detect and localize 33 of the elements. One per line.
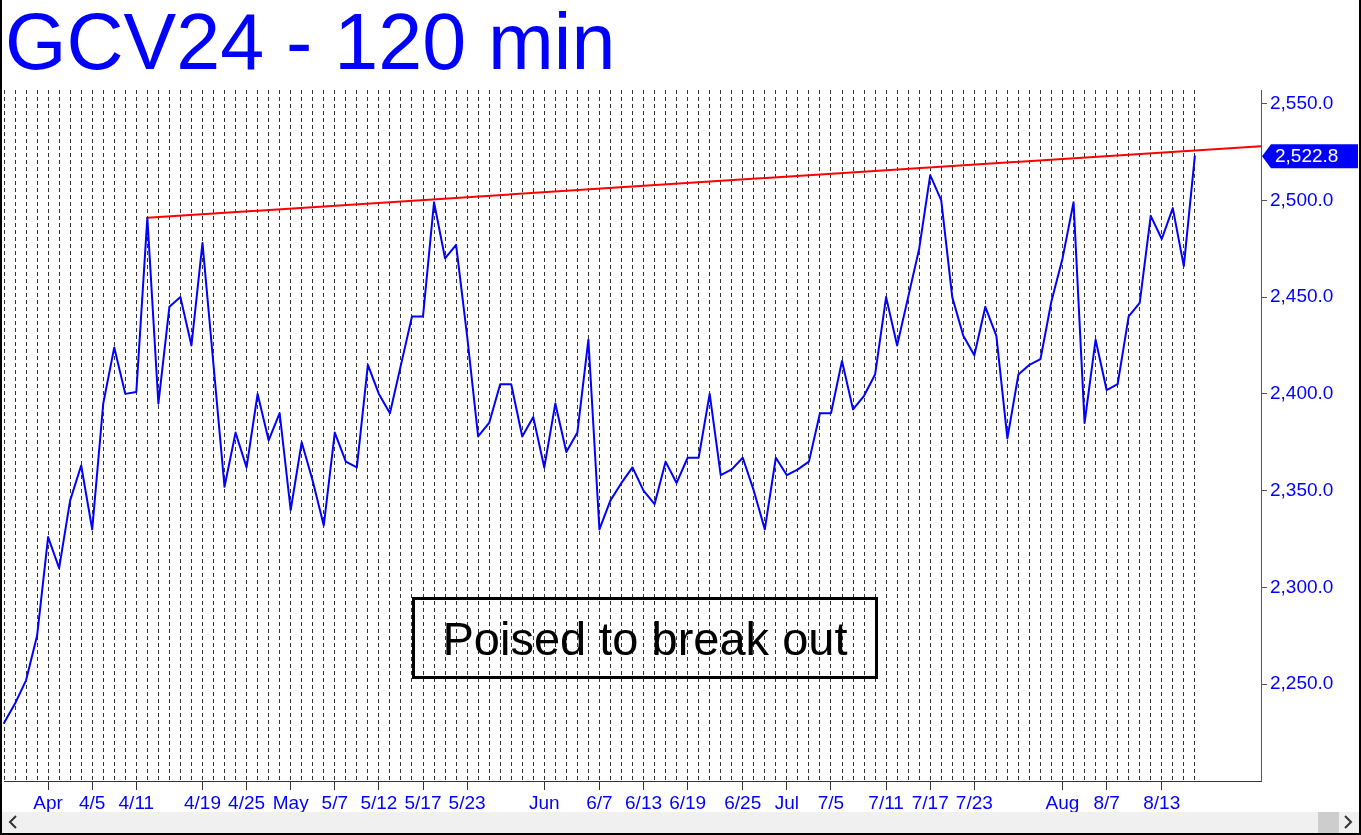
x-tick-label: 7/23	[955, 791, 993, 813]
x-tick-label: 8/13	[1143, 791, 1181, 813]
x-tick-label: Aug	[1045, 791, 1080, 813]
x-tick-label: 7/5	[817, 791, 845, 813]
x-tick-label: Jul	[774, 791, 800, 813]
annotation: Poised to break out	[442, 610, 848, 666]
x-tick-label: 6/7	[586, 791, 613, 813]
x-tick-label: 5/23	[448, 791, 486, 813]
x-tick-label: 4/11	[118, 791, 155, 813]
x-tick-label: 6/19	[669, 791, 707, 813]
x-tick-label: 6/13	[625, 791, 663, 813]
y-tick-label: 2,350.0	[1270, 478, 1334, 500]
x-tick-label: Jun	[528, 791, 560, 813]
x-tick-label: 4/19	[183, 791, 221, 813]
x-tick-label: May	[272, 791, 310, 813]
x-tick-label: Apr	[33, 791, 64, 813]
chart-title: GCV24 - 120 min	[5, 0, 616, 86]
text: 2,522.8	[1275, 145, 1339, 167]
y-tick-label: 2,300.0	[1270, 575, 1334, 597]
x-tick-label: 4/25	[228, 791, 266, 813]
y-tick-label: 2,500.0	[1270, 188, 1334, 210]
y-tick-label: 2,250.0	[1270, 672, 1334, 694]
y-tick-label: 2,550.0	[1270, 91, 1334, 113]
x-tick-label: 5/7	[321, 791, 348, 813]
x-tick-label: 6/25	[724, 791, 762, 813]
x-tick-label: 8/7	[1093, 791, 1120, 813]
x-tick-label: 5/17	[404, 791, 442, 813]
x-tick-label: 7/17	[911, 791, 949, 813]
x-tick-label: 5/12	[360, 791, 398, 813]
y-tick-label: 2,400.0	[1270, 382, 1334, 404]
x-tick-label: 7/11	[868, 791, 904, 813]
x-tick-label: 4/5	[79, 791, 106, 813]
y-tick-label: 2,450.0	[1270, 285, 1334, 307]
